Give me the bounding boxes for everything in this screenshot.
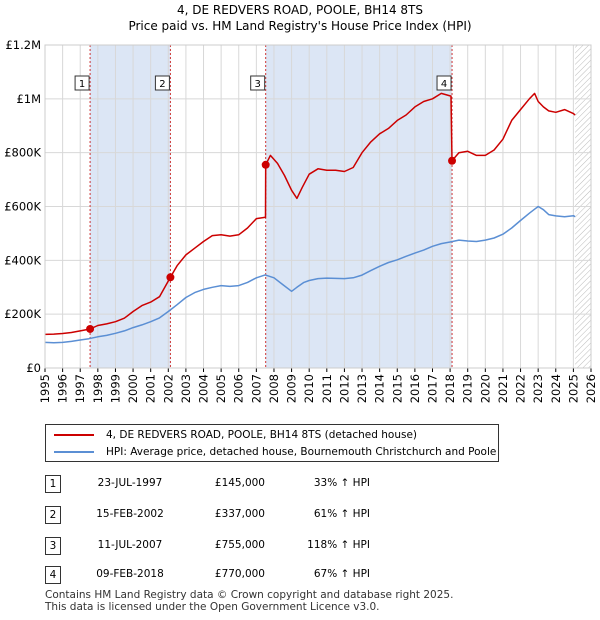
legend-swatch-hpi bbox=[54, 451, 94, 453]
sale-marker-box bbox=[74, 75, 90, 91]
x-tick-label: 2019 bbox=[461, 374, 475, 403]
x-tick-label: 2005 bbox=[214, 374, 228, 403]
transaction-date: 15-FEB-2002 bbox=[96, 508, 164, 520]
x-tick-label: 2026 bbox=[584, 374, 598, 403]
x-tick-label: 2002 bbox=[161, 374, 175, 403]
x-tick-label: 2015 bbox=[390, 374, 404, 403]
footer: Contains HM Land Registry data © Crown c… bbox=[45, 589, 453, 613]
transaction-price: £145,000 bbox=[214, 477, 265, 489]
y-tick-label: £400K bbox=[4, 253, 41, 267]
y-tick-label: £200K bbox=[4, 307, 41, 321]
y-tick-label: £1M bbox=[16, 92, 41, 106]
x-tick-label: 2006 bbox=[232, 374, 246, 403]
plot-frame bbox=[44, 44, 592, 369]
chart-title: 4, DE REDVERS ROAD, POOLE, BH14 8TS bbox=[176, 3, 423, 17]
sale-marker-label: 2 bbox=[159, 79, 165, 90]
sale-point bbox=[261, 160, 270, 169]
x-tick-label: 2010 bbox=[302, 374, 316, 403]
legend-label-property: 4, DE REDVERS ROAD, POOLE, BH14 8TS (det… bbox=[106, 429, 418, 441]
transaction-number: 2 bbox=[45, 506, 61, 524]
chart-subtitle: Price paid vs. HM Land Registry's House … bbox=[128, 19, 472, 33]
transaction-hpi: 33% ↑ HPI bbox=[313, 477, 370, 489]
sale-marker-label: 4 bbox=[441, 79, 447, 90]
x-tick-label: 2007 bbox=[249, 374, 263, 403]
transaction-date: 23-JUL-1997 bbox=[97, 477, 163, 489]
x-tick-label: 2025 bbox=[566, 374, 580, 403]
sale-point bbox=[166, 273, 175, 282]
x-tick-label: 2018 bbox=[443, 374, 457, 403]
x-tick-label: 2022 bbox=[514, 374, 528, 403]
transaction-date: 09-FEB-2018 bbox=[96, 568, 164, 580]
x-tick-label: 2003 bbox=[179, 374, 193, 403]
transaction-number: 4 bbox=[45, 566, 61, 584]
sale-marker-label: 1 bbox=[79, 79, 85, 90]
x-tick-label: 2017 bbox=[425, 374, 439, 403]
transaction-number: 3 bbox=[45, 537, 61, 555]
sale-marker-label: 3 bbox=[255, 79, 261, 90]
hpi-line bbox=[45, 205, 576, 344]
x-tick-label: 2023 bbox=[531, 374, 545, 403]
property-price-line bbox=[45, 92, 576, 336]
legend: 4, DE REDVERS ROAD, POOLE, BH14 8TS (det… bbox=[45, 424, 499, 462]
transaction-hpi: 67% ↑ HPI bbox=[313, 568, 370, 580]
y-tick-label: £600K bbox=[4, 200, 41, 214]
transaction-hpi: 61% ↑ HPI bbox=[313, 508, 370, 520]
legend-item-property: 4, DE REDVERS ROAD, POOLE, BH14 8TS (det… bbox=[54, 427, 417, 443]
sale-marker-box bbox=[154, 75, 170, 91]
transaction-hpi: 118% ↑ HPI bbox=[307, 539, 370, 551]
legend-label-hpi: HPI: Average price, detached house, Bour… bbox=[106, 446, 497, 458]
x-tick-label: 2020 bbox=[478, 374, 492, 403]
x-tick-label: 2001 bbox=[144, 374, 158, 403]
x-tick-label: 2012 bbox=[337, 374, 351, 403]
x-tick-label: 2004 bbox=[197, 374, 211, 403]
x-tick-label: 2009 bbox=[285, 374, 299, 403]
x-tick-label: 1996 bbox=[56, 374, 70, 403]
x-tick-label: 2016 bbox=[408, 374, 422, 403]
footer-licence: This data is licensed under the Open Gov… bbox=[45, 601, 380, 613]
y-tick-label: £1.2M bbox=[5, 38, 41, 52]
x-tick-label: 2021 bbox=[496, 374, 510, 403]
y-tick-label: £0 bbox=[26, 361, 41, 375]
price-chart: 1 2 3 4 £0 £200K £400K £600K £800K £1M £1.2M 1995 1… bbox=[4, 38, 598, 403]
footer-copyright: Contains HM Land Registry data © Crown c… bbox=[45, 589, 454, 601]
sale-marker-box bbox=[436, 75, 452, 91]
x-tick-label: 2000 bbox=[126, 374, 140, 403]
x-tick-label: 1999 bbox=[108, 374, 122, 403]
transaction-price: £755,000 bbox=[214, 539, 265, 551]
x-tick-label: 2011 bbox=[320, 374, 334, 403]
transaction-number: 1 bbox=[45, 475, 61, 493]
x-tick-label: 1997 bbox=[73, 374, 87, 403]
x-tick-label: 1995 bbox=[38, 374, 52, 403]
x-tick-label: 2008 bbox=[267, 374, 281, 403]
legend-item-hpi: HPI: Average price, detached house, Bour… bbox=[54, 444, 496, 460]
transaction-date: 11-JUL-2007 bbox=[97, 539, 163, 551]
x-tick-label: 2013 bbox=[355, 374, 369, 403]
x-tick-label: 1998 bbox=[91, 374, 105, 403]
sale-point bbox=[448, 156, 457, 165]
x-tick-label: 2024 bbox=[549, 374, 563, 403]
transaction-price: £337,000 bbox=[214, 508, 265, 520]
legend-swatch-property bbox=[54, 434, 94, 436]
x-tick-label: 2014 bbox=[373, 374, 387, 403]
sale-point bbox=[86, 324, 95, 333]
sale-marker-box bbox=[250, 75, 266, 91]
transaction-price: £770,000 bbox=[214, 568, 265, 580]
y-tick-label: £800K bbox=[4, 146, 41, 160]
